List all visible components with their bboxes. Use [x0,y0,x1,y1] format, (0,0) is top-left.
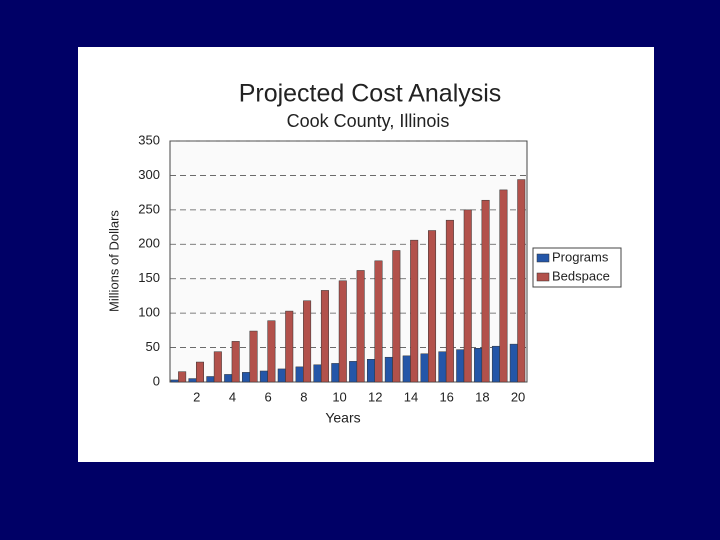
bar [285,310,294,383]
bar [178,371,187,383]
bar [491,345,500,383]
x-tick-label: 2 [193,389,200,404]
x-tick-label: 4 [229,389,236,404]
chart-subtitle: Cook County, Illinois [287,111,450,131]
bar [445,219,454,383]
bar [517,179,526,383]
bar [428,230,437,383]
x-tick-label: 14 [404,389,418,404]
bar [384,356,393,383]
bar [195,361,204,383]
bar [170,379,179,383]
bar [356,270,365,383]
bar [295,366,304,383]
y-tick-label: 150 [138,270,160,285]
bar [213,351,222,383]
bar [366,359,375,383]
y-tick-label: 50 [146,339,160,354]
legend-label: Bedspace [552,268,610,283]
bar [463,209,472,383]
bar [410,239,419,383]
x-tick-label: 16 [439,389,453,404]
legend-swatch [536,272,550,282]
x-tick-label: 6 [265,389,272,404]
y-axis-label: Millions of Dollars [106,210,121,312]
x-tick-label: 12 [368,389,382,404]
bar [320,290,329,383]
y-tick-label: 200 [138,236,160,251]
legend-label: Programs [552,249,609,264]
bar [188,378,197,383]
y-tick-label: 350 [138,132,160,147]
bar [474,348,483,383]
x-tick-label: 10 [332,389,346,404]
bar [231,341,240,383]
y-tick-label: 250 [138,201,160,216]
bar [349,361,358,383]
y-tick-label: 0 [153,373,160,388]
bar [481,199,490,383]
bar [402,355,411,383]
bar [259,370,268,383]
legend-swatch [536,253,550,263]
y-tick-label: 100 [138,305,160,320]
bar [224,374,233,383]
bar [267,320,276,383]
bar [338,280,347,383]
bar [392,250,401,383]
bar [509,343,518,383]
x-tick-label: 20 [511,389,525,404]
x-tick-label: 18 [475,389,489,404]
x-tick-label: 8 [300,389,307,404]
bar [499,189,508,383]
bar [303,300,312,383]
plot-area [169,140,528,383]
bar [438,351,447,383]
bar [277,368,286,383]
x-axis-label: Years [325,410,360,426]
bar [313,364,322,383]
bar [331,363,340,383]
bar [206,376,215,383]
bar [242,372,251,383]
chart-title: Projected Cost Analysis [239,80,502,108]
bar [420,353,429,383]
bar [374,260,383,383]
bar [456,349,465,383]
bar [249,330,258,383]
y-tick-label: 300 [138,167,160,182]
